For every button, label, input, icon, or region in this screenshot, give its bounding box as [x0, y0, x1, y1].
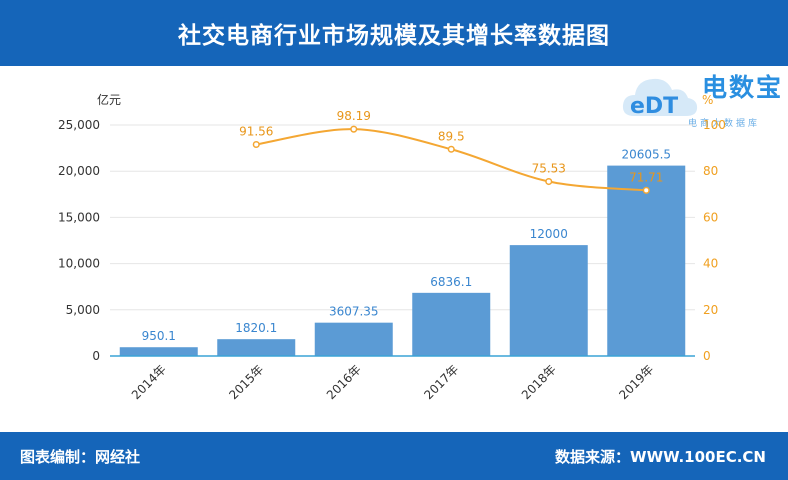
- grid-lines: [110, 124, 695, 311]
- right-tick-label: 20: [703, 303, 718, 317]
- cloud-icon: eDT: [622, 78, 698, 119]
- logo-mark: eDT: [630, 94, 678, 119]
- right-tick-label: 60: [703, 210, 718, 224]
- chart: 950.1 1820.1 3607.35 6836.1 12000 20605.5 91.…: [58, 92, 726, 402]
- line-point: [350, 125, 358, 133]
- footer-credit: 图表编制：网经社: [20, 448, 141, 466]
- left-axis-unit: 亿元: [97, 92, 121, 107]
- title-banner: 社交电商行业市场规模及其增长率数据图: [0, 0, 788, 66]
- left-tick-label: 5,000: [66, 303, 100, 317]
- line-value-label: 98.19: [337, 109, 371, 123]
- bar: [509, 245, 588, 356]
- page-title: 社交电商行业市场规模及其增长率数据图: [178, 23, 610, 49]
- bar: [314, 322, 393, 356]
- category-label: 2018年: [519, 362, 559, 402]
- bar-value-label: 3607.35: [329, 305, 379, 319]
- left-tick-label: 25,000: [58, 118, 100, 132]
- category-label: 2016年: [324, 362, 364, 402]
- bar: [607, 165, 686, 356]
- bar-value-label: 950.1: [142, 329, 176, 343]
- line-value-label: 89.5: [438, 129, 465, 143]
- right-tick-label: 80: [703, 164, 718, 178]
- category-label: 2014年: [129, 362, 169, 402]
- right-tick-label: 0: [703, 349, 711, 363]
- logo: eDT 电数宝 电商大数据库: [620, 68, 785, 130]
- bar-series: 950.1 1820.1 3607.35 6836.1 12000 20605.5: [119, 148, 686, 356]
- left-tick-label: 20,000: [58, 164, 100, 178]
- line-value-label: 75.53: [532, 162, 566, 176]
- left-tick-label: 15,000: [58, 210, 100, 224]
- category-label: 2015年: [226, 362, 266, 402]
- left-tick-label: 0: [92, 349, 100, 363]
- bar-value-label: 12000: [530, 227, 568, 241]
- line-point: [642, 186, 650, 194]
- line-point: [252, 140, 260, 149]
- category-label: 2019年: [616, 362, 656, 402]
- bar-value-label: 6836.1: [430, 275, 472, 289]
- footer: 图表编制：网经社 数据来源：WWW.100EC.CN: [0, 432, 788, 480]
- line-value-label: 71.71: [629, 170, 663, 184]
- right-axis-unit: %: [702, 93, 713, 107]
- left-tick-label: 10,000: [58, 257, 100, 271]
- line-point: [545, 177, 553, 186]
- bar-value-label: 20605.5: [621, 148, 671, 162]
- logo-name: 电数宝: [702, 73, 784, 102]
- footer-source: 数据来源：WWW.100EC.CN: [555, 448, 766, 466]
- bar: [119, 347, 198, 356]
- bar: [412, 292, 491, 356]
- line-value-label: 91.56: [239, 124, 273, 138]
- category-label: 2017年: [421, 362, 461, 402]
- bar: [217, 339, 296, 356]
- right-tick-label: 40: [703, 257, 718, 271]
- line-point: [447, 145, 455, 153]
- bar-value-label: 1820.1: [235, 321, 277, 335]
- logo-tagline: 电商大数据库: [688, 119, 761, 129]
- right-tick-label: 100: [703, 118, 726, 132]
- line-series: 91.56 98.19 89.5 75.53 71.71: [239, 109, 663, 194]
